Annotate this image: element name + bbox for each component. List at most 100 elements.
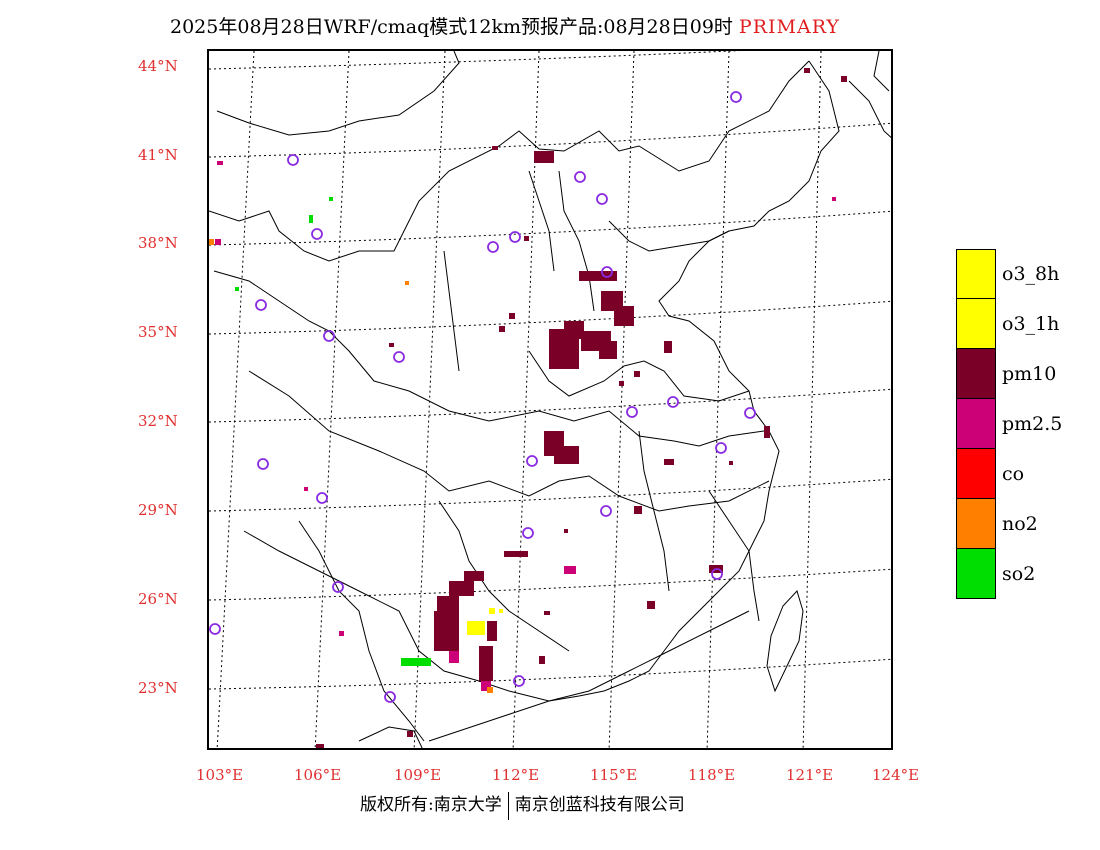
lon-label-103: 103°E [196,766,244,784]
legend-item-pm25: pm2.5 [956,399,1096,449]
pm10-cell [479,646,493,681]
lat-label-35: 35°N [138,323,178,341]
o3-cell [467,621,485,635]
station-marker [209,623,221,635]
latitude-gridlines [209,51,891,690]
pm10-cell [539,656,545,664]
lon-label-112: 112°E [492,766,540,784]
station-marker [600,505,612,517]
legend-swatch [956,499,996,549]
legend-label: no2 [1002,513,1038,535]
station-marker [332,581,344,593]
station-marker [711,568,723,580]
legend-item-so2: so2 [956,549,1096,599]
pm10-cell [619,381,624,386]
pm25-cell [215,239,221,245]
station-marker [596,193,608,205]
o3-cell [499,609,503,613]
legend-swatch [956,549,996,599]
station-marker [601,266,613,278]
legend-swatch [956,299,996,349]
no2-areas [209,239,493,693]
pm10-cell [444,631,459,651]
o3-areas [467,608,503,635]
pm25-cell [564,566,576,574]
pm10-cell [464,571,484,581]
legend-label: so2 [1002,563,1036,585]
legend-item-no2: no2 [956,499,1096,549]
pm10-cell [599,341,617,359]
station-marker [513,675,525,687]
copyright-owner: 版权所有:南京大学 [360,795,502,815]
pm10-cell [499,326,505,332]
legend-swatch [956,349,996,399]
pm25-cell [481,681,491,691]
pm10-cell [841,76,847,82]
pm10-cell [554,446,579,464]
station-marker [744,407,756,419]
lat-label-26: 26°N [138,590,178,608]
lat-label-32: 32°N [138,412,178,430]
pm25-cell [449,651,459,663]
legend-swatch [956,449,996,499]
so2-cell [235,287,239,291]
pm25-cell [339,631,344,636]
pm10-cell [504,551,528,557]
title-text: 2025年08月28日WRF/cmaq模式12km预报产品:08月28日09时 [170,16,733,38]
pm25-cell [304,487,308,491]
copyright-separator [507,791,509,820]
legend-label: pm2.5 [1002,413,1063,435]
pm10-cell [729,461,733,465]
lat-label-41: 41°N [138,146,178,164]
pm10-cell [524,236,529,241]
pm10-cell [647,601,655,609]
lat-label-29: 29°N [138,501,178,519]
legend-label: o3_1h [1002,313,1060,335]
no2-cell [209,239,214,245]
no2-cell [487,687,493,693]
lon-label-124: 124°E [872,766,920,784]
station-marker [487,241,499,253]
legend-label: pm10 [1002,363,1057,385]
pm10-cell [579,271,617,281]
pm10-cell [664,341,672,353]
pm10-cell [544,611,550,615]
pollutant-legend: o3_8h o3_1h pm10 pm2.5 co no2 so2 [956,249,1096,599]
pm10-cell [389,343,394,347]
station-marker [526,455,538,467]
station-marker [393,351,405,363]
pm10-cell [664,459,674,465]
longitude-gridlines [216,51,822,748]
lon-label-118: 118°E [688,766,736,784]
taiwan-outline [766,590,804,693]
legend-item-o3-8h: o3_8h [956,249,1096,299]
station-marker [626,406,638,418]
lat-label-23: 23°N [138,679,178,697]
legend-swatch [956,249,996,299]
lon-label-106: 106°E [294,766,342,784]
hainan-outline [358,726,423,748]
station-marker [574,171,586,183]
map-title: 2025年08月28日WRF/cmaq模式12km预报产品:08月28日09时 P… [170,12,840,39]
station-marker [522,527,534,539]
map-canvas [209,51,891,748]
pm10-cell [764,426,770,438]
no2-cell [405,281,409,285]
legend-item-pm10: pm10 [956,349,1096,399]
pm25-areas [215,161,836,691]
lat-label-38: 38°N [138,234,178,252]
legend-label: o3_8h [1002,263,1060,285]
station-marker [287,154,299,166]
pm10-cell [449,581,474,596]
so2-cell [309,215,313,223]
so2-cell [329,197,333,201]
legend-label: co [1002,463,1025,485]
station-marker [715,442,727,454]
station-marker [323,330,335,342]
lon-label-115: 115°E [590,766,638,784]
pm10-cell [534,151,554,163]
station-marker [257,458,269,470]
pm10-cell [509,313,515,319]
pm10-cell [614,306,634,326]
coastline [428,51,891,742]
